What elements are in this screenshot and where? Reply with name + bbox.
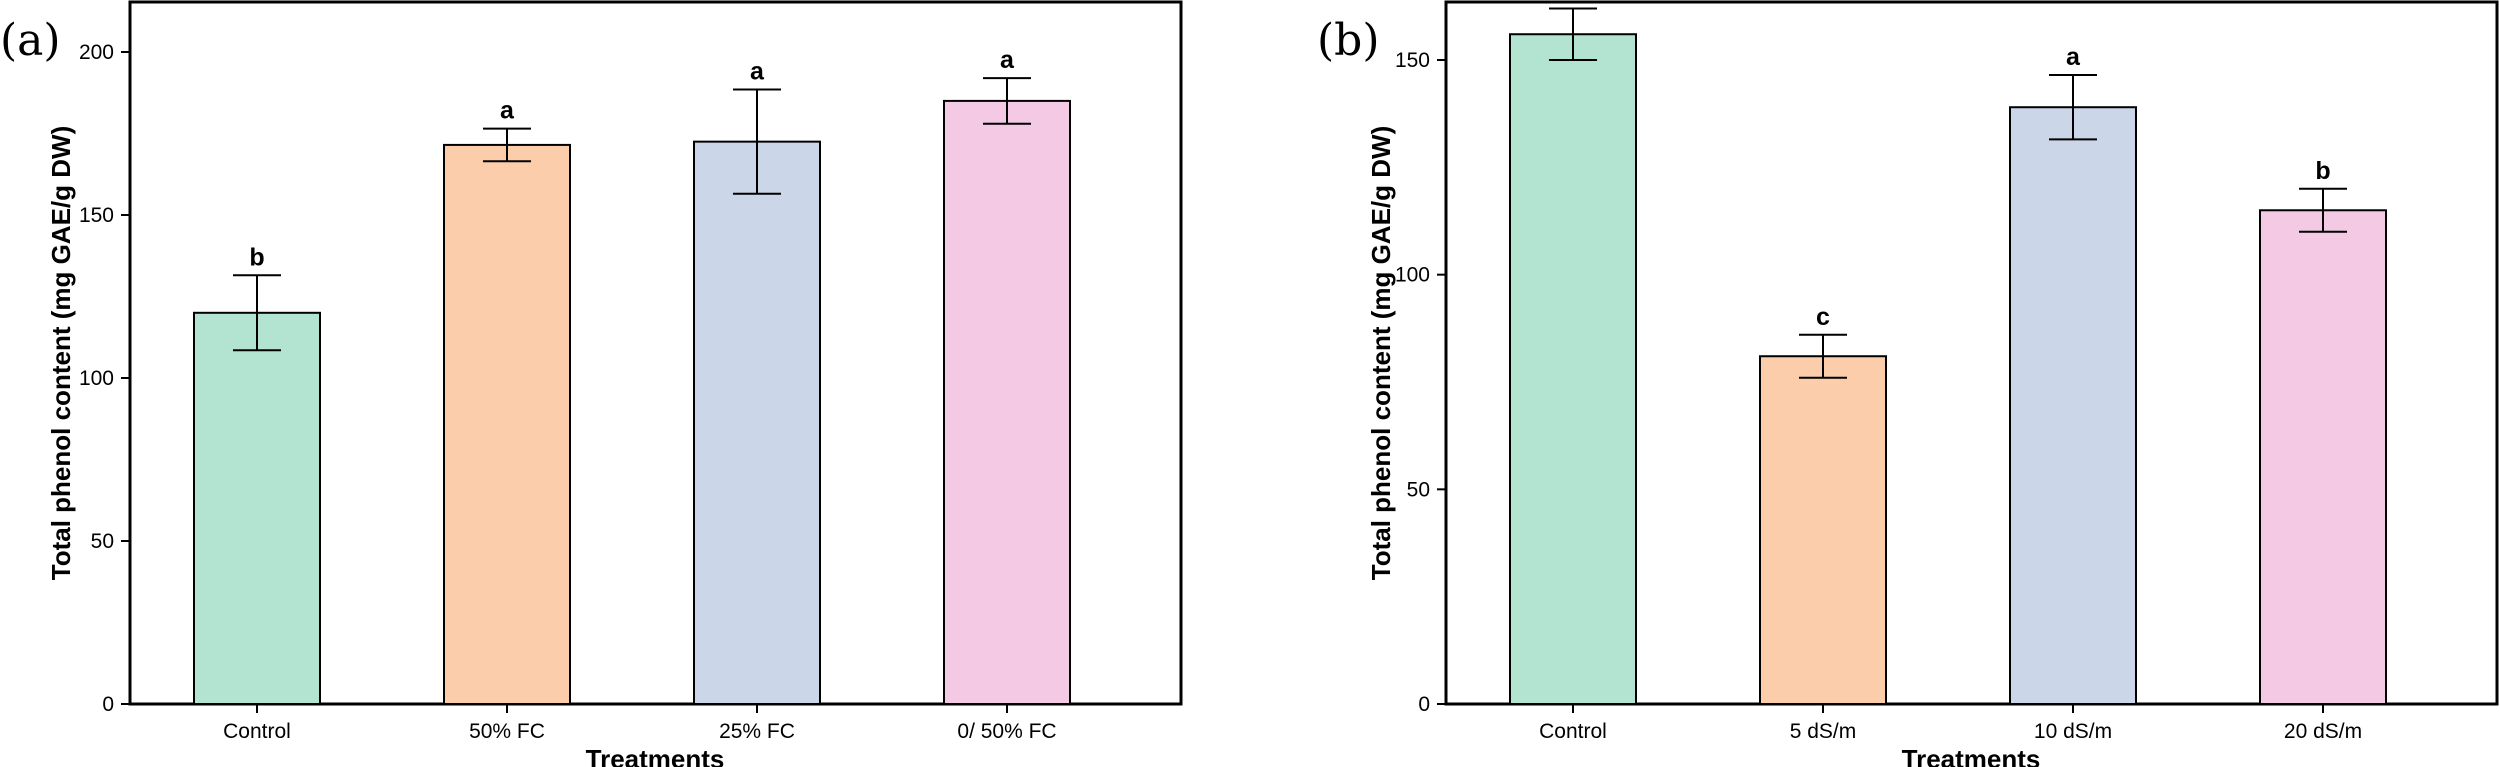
x-tick-label-a-3: 0/ 50% FC <box>957 720 1056 743</box>
x-tick-label-a-2: 25% FC <box>719 720 795 743</box>
x-tick-label-b-1: 5 dS/m <box>1790 720 1857 743</box>
bar-a-0 <box>193 311 321 705</box>
significance-label-b-3: b <box>2315 157 2330 185</box>
y-tick-label-b-0: 0 <box>1418 693 1430 716</box>
bar-a-2 <box>693 140 821 705</box>
chart-panel-a: (a) 0 50 100 150 200 b Control a 50% FC a 25% FC a… <box>0 0 1183 767</box>
x-axis-title-a: Treatments <box>586 744 725 767</box>
x-tick-label-b-2: 10 dS/m <box>2034 720 2112 743</box>
y-tick-label-a-1: 50 <box>91 530 114 553</box>
significance-label-b-0: a <box>1566 0 1581 4</box>
plot-frame-b <box>1444 0 2499 706</box>
plot-frame-a <box>128 0 1183 706</box>
significance-label-a-1: a <box>500 97 515 125</box>
x-tick-label-b-0: Control <box>1539 720 1607 743</box>
bar-b-1 <box>1759 355 1887 705</box>
x-axis-title-b: Treatments <box>1902 744 2041 767</box>
significance-label-a-3: a <box>1000 46 1015 74</box>
y-axis-title-a: Total phenol content (mg GAE/g DW) <box>46 126 76 580</box>
significance-label-b-1: c <box>1816 303 1830 331</box>
bar-a-1 <box>443 143 571 706</box>
x-tick-label-b-3: 20 dS/m <box>2284 720 2362 743</box>
bar-a-3 <box>943 99 1071 705</box>
significance-label-a-2: a <box>750 57 765 85</box>
y-tick-label-a-0: 0 <box>102 693 114 716</box>
bar-b-0 <box>1509 33 1637 706</box>
panel-label-b: (b) <box>1317 15 1380 66</box>
significance-label-a-0: b <box>249 243 264 271</box>
x-tick-label-a-1: 50% FC <box>469 720 545 743</box>
y-tick-label-b-3: 150 <box>1395 49 1430 72</box>
y-tick-label-a-3: 150 <box>79 204 114 227</box>
x-tick-label-a-0: Control <box>223 720 291 743</box>
y-tick-label-b-2: 100 <box>1395 264 1430 287</box>
y-tick-label-a-4: 200 <box>79 41 114 64</box>
y-tick-label-a-2: 100 <box>79 367 114 390</box>
bar-b-2 <box>2009 106 2137 705</box>
panel-label-a: (a) <box>0 15 61 66</box>
bar-b-3 <box>2259 209 2387 705</box>
significance-label-b-2: a <box>2066 43 2081 71</box>
y-axis-title-b: Total phenol content (mg GAE/g DW) <box>1366 126 1396 580</box>
chart-panel-b: (b) 0 50 100 150 a Control c 5 dS/m a 10 dS/m b 20… <box>1317 0 2499 767</box>
y-tick-label-b-1: 50 <box>1407 478 1430 501</box>
